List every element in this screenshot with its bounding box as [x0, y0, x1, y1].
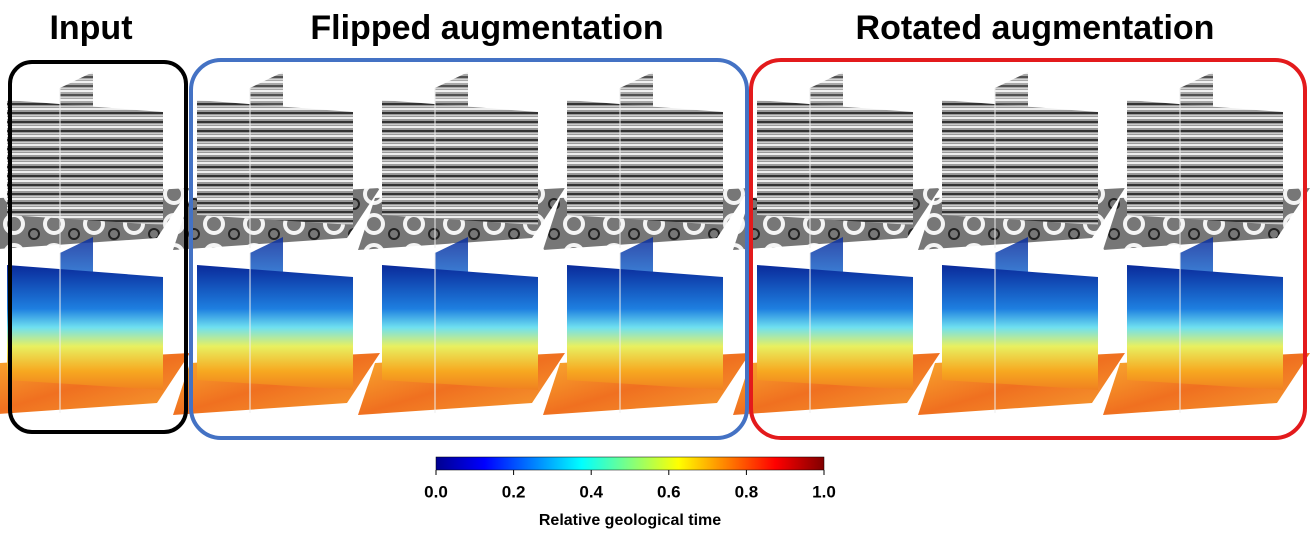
front-slice: [942, 265, 1098, 390]
front-slice: [1127, 265, 1283, 390]
front-slice: [7, 265, 163, 390]
tick-label: 0.8: [735, 482, 759, 501]
title: Input: [49, 9, 132, 47]
front-slice: [757, 100, 913, 225]
tick-label: 0.2: [502, 482, 526, 501]
tick-label: 0.6: [657, 482, 681, 501]
title: Flipped augmentation: [310, 9, 663, 47]
tick-label: 1.0: [812, 482, 836, 501]
front-slice: [567, 265, 723, 390]
front-slice: [197, 100, 353, 225]
front-slice: [1127, 100, 1283, 225]
front-slice: [567, 100, 723, 225]
front-slice: [382, 100, 538, 225]
colorbar-label: Relative geological time: [539, 512, 721, 529]
tick-label: 0.0: [424, 482, 448, 501]
tick-label: 0.4: [579, 482, 603, 501]
title: Rotated augmentation: [856, 9, 1215, 47]
front-slice: [942, 100, 1098, 225]
figure: Input Flipped augmentation Rotated augme…: [0, 0, 1313, 534]
front-slice: [7, 100, 163, 225]
volumes: [0, 72, 1310, 415]
colorbar: [436, 457, 824, 470]
front-slice: [757, 265, 913, 390]
front-slice: [382, 265, 538, 390]
front-slice: [197, 265, 353, 390]
